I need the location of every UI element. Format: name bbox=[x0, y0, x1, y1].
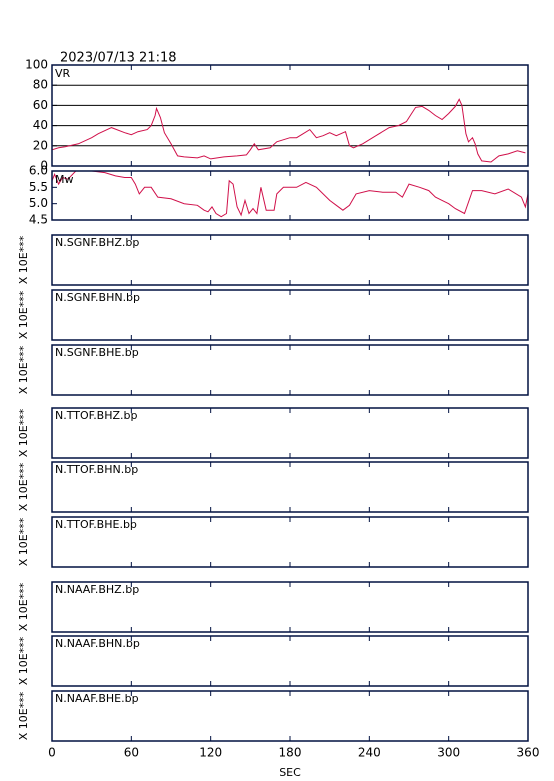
y-tick-label: 40 bbox=[33, 118, 48, 132]
trace-label: N.TTOF.BHZ.bp bbox=[55, 409, 138, 422]
y-tick-label: 4.5 bbox=[29, 213, 48, 227]
data-line bbox=[51, 170, 529, 218]
panel-frame bbox=[51, 64, 529, 167]
x-tick-label: 180 bbox=[279, 746, 302, 760]
trace-label: N.NAAF.BHE.bp bbox=[55, 692, 139, 705]
trace-label: N.TTOF.BHN.bp bbox=[55, 463, 138, 476]
trace-ylabel: X 10E*** bbox=[17, 462, 30, 511]
trace-label: N.SGNF.BHN.bp bbox=[55, 291, 140, 304]
x-tick-label: 0 bbox=[48, 746, 56, 760]
trace-ylabel: X 10E*** bbox=[17, 517, 30, 566]
trace-ylabel: X 10E*** bbox=[17, 691, 30, 740]
trace-ylabel: X 10E*** bbox=[17, 408, 30, 457]
trace-label: N.SGNF.BHZ.bp bbox=[55, 236, 139, 249]
y-tick-label: 5.0 bbox=[29, 196, 48, 210]
trace-ylabel: X 10E*** bbox=[17, 235, 30, 284]
y-tick-label: 5.5 bbox=[29, 180, 48, 194]
y-tick-label: 0 bbox=[40, 159, 48, 173]
y-tick-label: 60 bbox=[33, 98, 48, 112]
trace-label: N.TTOF.BHE.bp bbox=[55, 518, 137, 531]
y-tick-label: 6.0 bbox=[29, 164, 48, 178]
y-tick-label: 20 bbox=[33, 138, 48, 152]
y-tick-label: 100 bbox=[25, 58, 48, 72]
panel-frame bbox=[51, 170, 529, 221]
x-tick-label: 240 bbox=[358, 746, 381, 760]
data-line bbox=[51, 98, 526, 163]
x-tick-label: 360 bbox=[517, 746, 540, 760]
x-tick-label: 300 bbox=[437, 746, 460, 760]
panel-label: VR bbox=[55, 67, 71, 80]
chart-title: 2023/07/13 21:18 bbox=[60, 51, 177, 66]
x-axis-label: SEC bbox=[279, 766, 301, 779]
y-tick-label: 80 bbox=[33, 78, 48, 92]
trace-ylabel: X 10E*** bbox=[17, 345, 30, 394]
x-tick-label: 120 bbox=[199, 746, 222, 760]
trace-ylabel: X 10E*** bbox=[17, 582, 30, 631]
x-tick-label: 60 bbox=[124, 746, 139, 760]
trace-ylabel: X 10E*** bbox=[17, 290, 30, 339]
trace-ylabel: X 10E*** bbox=[17, 636, 30, 685]
trace-label: N.NAAF.BHN.bp bbox=[55, 637, 140, 650]
trace-label: N.SGNF.BHE.bp bbox=[55, 346, 139, 359]
panel-label: Mw bbox=[55, 173, 74, 186]
trace-label: N.NAAF.BHZ.bp bbox=[55, 583, 139, 596]
